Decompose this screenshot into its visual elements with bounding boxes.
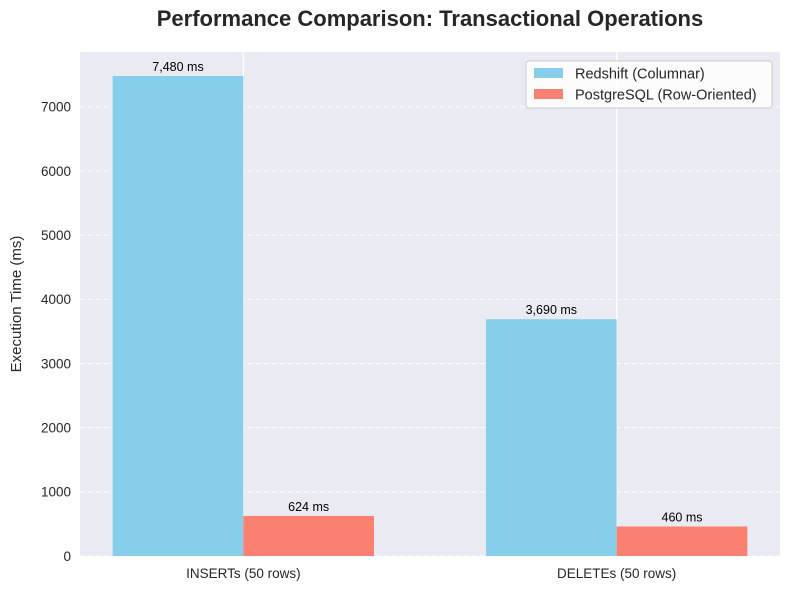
legend-swatch-postgresql	[534, 89, 563, 99]
y-tick-label: 3000	[41, 356, 71, 371]
bars	[112, 76, 748, 556]
bar-postgresql-row-oriented-inserts-50-rows	[243, 515, 374, 556]
y-tick-label: 1000	[41, 485, 71, 500]
legend-swatch-redshift	[534, 68, 563, 78]
data-labels: 7,480 ms 3,690 ms 624 ms 460 ms	[152, 60, 702, 524]
legend-label-postgresql: PostgreSQL (Row-Oriented)	[575, 88, 757, 104]
data-label: 460 ms	[662, 510, 703, 524]
y-axis: 0 1000 2000 3000 4000 5000 6000 7000	[41, 100, 71, 564]
y-tick-label: 7000	[41, 100, 71, 115]
legend-box	[525, 60, 773, 109]
y-tick-label: 0	[63, 549, 71, 564]
y-axis-label: Execution Time (ms)	[8, 236, 25, 373]
x-tick-label: DELETEs (50 rows)	[557, 566, 676, 581]
chart-title: Performance Comparison: Transactional Op…	[157, 6, 703, 31]
x-axis: INSERTs (50 rows) DELETEs (50 rows)	[186, 566, 676, 581]
data-label: 7,480 ms	[152, 60, 203, 74]
bar-redshift-columnar-deletes-50-rows	[486, 319, 617, 556]
bar-postgresql-row-oriented-deletes-50-rows	[616, 526, 748, 556]
x-tick-label: INSERTs (50 rows)	[186, 566, 301, 581]
legend-label-redshift: Redshift (Columnar)	[575, 67, 705, 83]
legend: Redshift (Columnar) PostgreSQL (Row-Orie…	[525, 60, 773, 109]
bar-redshift-columnar-inserts-50-rows	[112, 76, 244, 556]
y-tick-label: 5000	[41, 228, 71, 243]
y-tick-label: 4000	[41, 292, 71, 307]
y-tick-label: 6000	[41, 164, 71, 179]
data-label: 3,690 ms	[526, 303, 577, 317]
y-tick-label: 2000	[41, 420, 71, 435]
data-label: 624 ms	[288, 500, 329, 514]
